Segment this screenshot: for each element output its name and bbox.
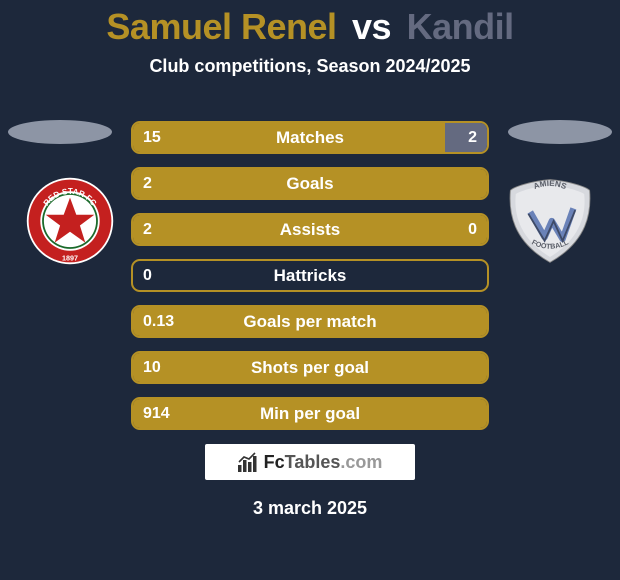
player2-name: Kandil: [407, 6, 514, 47]
stat-label: Goals: [133, 169, 487, 198]
stat-row: 0.13Goals per match: [131, 305, 489, 338]
stat-value-right: 0: [468, 215, 477, 244]
stat-row: 10Shots per goal: [131, 351, 489, 384]
fctables-branding: FcTables.com: [205, 444, 415, 480]
stat-label: Matches: [133, 123, 487, 152]
stat-label: Assists: [133, 215, 487, 244]
stat-row: 2Goals: [131, 167, 489, 200]
stat-value-right: 2: [468, 123, 477, 152]
brand-fc: Fc: [264, 452, 285, 472]
stat-label: Min per goal: [133, 399, 487, 428]
date-text: 3 march 2025: [0, 498, 620, 519]
stat-row: 15Matches2: [131, 121, 489, 154]
subtitle: Club competitions, Season 2024/2025: [0, 56, 620, 77]
brand-tables: Tables: [285, 452, 341, 472]
stat-row: 0Hattricks: [131, 259, 489, 292]
brand-com: .com: [340, 452, 382, 472]
stats-list: 15Matches22Goals2Assists00Hattricks0.13G…: [0, 121, 620, 443]
stat-row: 2Assists0: [131, 213, 489, 246]
stat-row: 914Min per goal: [131, 397, 489, 430]
stat-label: Hattricks: [133, 261, 487, 290]
vs-text: vs: [352, 6, 391, 47]
fctables-logo-icon: [238, 452, 260, 472]
stat-label: Shots per goal: [133, 353, 487, 382]
comparison-card: Samuel Renel vs Kandil Club competitions…: [0, 0, 620, 580]
stat-label: Goals per match: [133, 307, 487, 336]
fctables-text: FcTables.com: [264, 452, 383, 473]
player1-name: Samuel Renel: [106, 6, 336, 47]
title: Samuel Renel vs Kandil: [0, 0, 620, 48]
